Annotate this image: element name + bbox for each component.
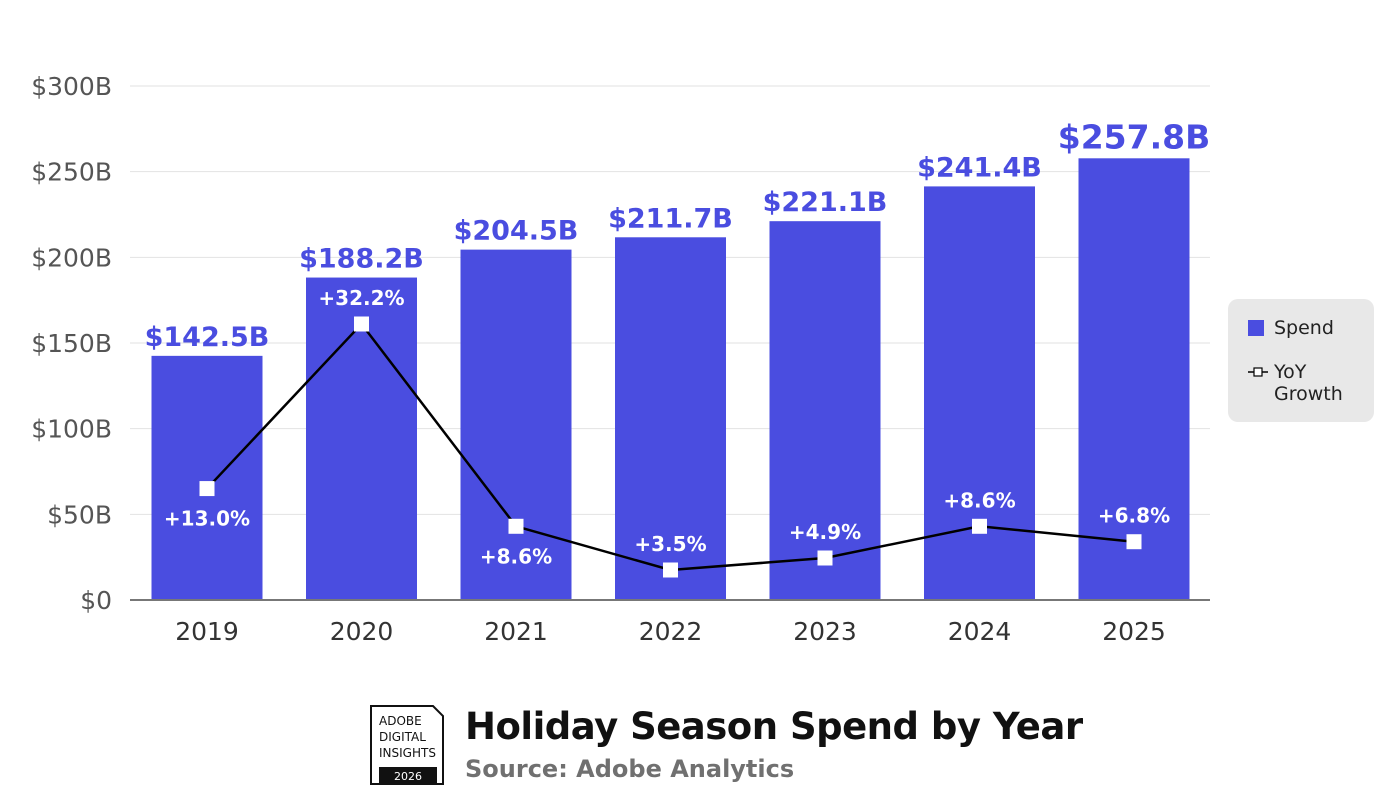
y-axis-ticks: $0 $50B $100B $150B $200B $250B $300B — [31, 72, 112, 615]
spend-bar — [151, 355, 263, 600]
chart-source: Source: Adobe Analytics — [465, 755, 795, 783]
legend-growth-text: YoY Growth — [1274, 361, 1343, 405]
y-tick-label: $200B — [31, 243, 112, 272]
bar-value-labels: $142.5B $188.2B $204.5B $211.7B $221.1B $241.… — [145, 117, 1211, 353]
x-tick-label: 2019 — [175, 617, 239, 646]
x-axis-ticks: 2019 2020 2021 2022 2023 2024 2025 — [175, 617, 1166, 646]
legend-spend-label: Spend — [1274, 317, 1334, 339]
y-tick-label: $50B — [47, 500, 112, 529]
legend-growth-label-line2: Growth — [1274, 383, 1343, 405]
growth-value-label: +4.9% — [789, 520, 861, 544]
x-tick-label: 2023 — [793, 617, 857, 646]
growth-value-label: +13.0% — [164, 507, 250, 531]
growth-marker — [1126, 534, 1142, 550]
spend-bar — [460, 249, 572, 600]
growth-labels: +13.0% +32.2% +8.6% +3.5% +4.9% +8.6% +6.8% — [164, 286, 1170, 568]
bar-value-label: $188.2B — [299, 244, 424, 275]
legend-growth-label-line1: YoY — [1274, 361, 1307, 383]
logo-line3: INSIGHTS — [379, 746, 436, 760]
chart-title: Holiday Season Spend by Year — [465, 705, 1083, 748]
line-marker-icon — [1248, 367, 1268, 377]
bar-value-label: $241.4B — [917, 152, 1042, 183]
bar-value-label: $204.5B — [454, 216, 579, 247]
x-tick-label: 2024 — [948, 617, 1012, 646]
x-tick-label: 2021 — [484, 617, 548, 646]
growth-value-label: +8.6% — [480, 544, 552, 568]
legend-item-spend: Spend — [1248, 317, 1334, 339]
legend: Spend YoY Growth — [1228, 299, 1374, 422]
growth-marker — [817, 550, 833, 566]
adobe-digital-insights-logo: ADOBE DIGITAL INSIGHTS 2026 — [370, 705, 444, 785]
y-tick-label: $0 — [80, 586, 112, 615]
x-tick-label: 2025 — [1102, 617, 1166, 646]
growth-value-label: +3.5% — [634, 532, 706, 556]
growth-marker — [972, 518, 987, 534]
spend-bar — [1078, 158, 1190, 600]
growth-value-label: +32.2% — [318, 286, 404, 310]
logo-year: 2026 — [394, 770, 422, 783]
growth-marker — [354, 316, 369, 332]
growth-value-label: +8.6% — [943, 488, 1015, 512]
spend-bar — [615, 237, 726, 600]
chart-area: $0 $50B $100B $150B $200B $250B $300B 2019 2020… — [31, 72, 1211, 646]
footer: ADOBE DIGITAL INSIGHTS 2026 Holiday Seas… — [370, 703, 1083, 787]
growth-marker — [663, 562, 678, 578]
bar-value-label: $211.7B — [608, 203, 733, 234]
growth-marker — [199, 481, 215, 497]
y-tick-label: $150B — [31, 329, 112, 358]
logo-line2: DIGITAL — [379, 730, 426, 744]
bar-value-label: $142.5B — [145, 322, 270, 353]
growth-marker — [508, 518, 524, 534]
x-tick-label: 2022 — [639, 617, 703, 646]
growth-value-label: +6.8% — [1098, 504, 1170, 528]
y-tick-label: $300B — [31, 72, 112, 101]
spend-bar — [924, 186, 1035, 600]
spend-bar — [769, 221, 881, 600]
logo-line1: ADOBE — [379, 714, 422, 728]
bar-value-label: $257.8B — [1058, 117, 1211, 156]
legend-item-growth: YoY Growth — [1248, 361, 1343, 405]
bar-value-label: $221.1B — [763, 187, 888, 218]
spend-swatch-icon — [1248, 320, 1264, 336]
growth-markers — [199, 316, 1142, 578]
x-tick-label: 2020 — [330, 617, 394, 646]
y-tick-label: $100B — [31, 415, 112, 444]
y-tick-label: $250B — [31, 158, 112, 187]
